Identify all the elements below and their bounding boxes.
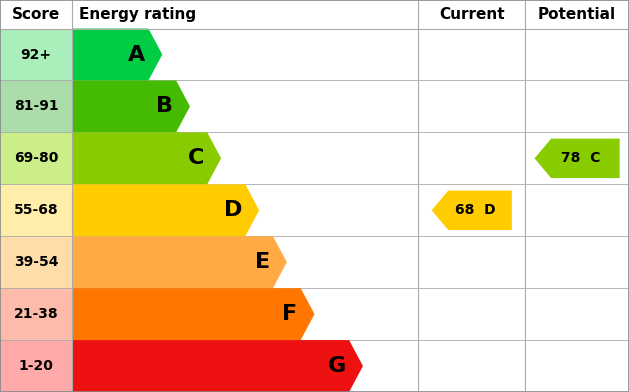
Polygon shape [72, 80, 190, 132]
Polygon shape [72, 288, 314, 340]
Text: 39-54: 39-54 [14, 255, 58, 269]
Text: D: D [224, 200, 242, 220]
Polygon shape [72, 340, 363, 392]
Text: 92+: 92+ [21, 47, 52, 62]
Polygon shape [72, 29, 162, 80]
Polygon shape [431, 191, 512, 230]
Text: A: A [128, 45, 145, 65]
Text: 81-91: 81-91 [14, 100, 58, 113]
Text: 21-38: 21-38 [14, 307, 58, 321]
Polygon shape [72, 236, 287, 288]
Bar [0, 80, 72, 132]
Text: B: B [156, 96, 173, 116]
Text: G: G [328, 356, 346, 376]
Bar [0, 132, 72, 184]
Text: 78  C: 78 C [560, 151, 600, 165]
Text: 68  D: 68 D [455, 203, 495, 217]
Text: Score: Score [12, 7, 60, 22]
Bar [0, 340, 72, 392]
Bar [0, 184, 72, 236]
Text: C: C [187, 148, 204, 168]
Text: 69-80: 69-80 [14, 151, 58, 165]
Text: 55-68: 55-68 [14, 203, 58, 217]
Text: 1-20: 1-20 [19, 359, 53, 373]
Text: Energy rating: Energy rating [79, 7, 196, 22]
Text: E: E [255, 252, 270, 272]
Text: F: F [282, 304, 298, 324]
Text: Potential: Potential [538, 7, 616, 22]
Polygon shape [72, 184, 259, 236]
Polygon shape [72, 132, 221, 184]
Bar [0, 288, 72, 340]
Bar [0, 236, 72, 288]
Bar [0, 29, 72, 80]
Text: Current: Current [439, 7, 504, 22]
Polygon shape [535, 139, 620, 178]
